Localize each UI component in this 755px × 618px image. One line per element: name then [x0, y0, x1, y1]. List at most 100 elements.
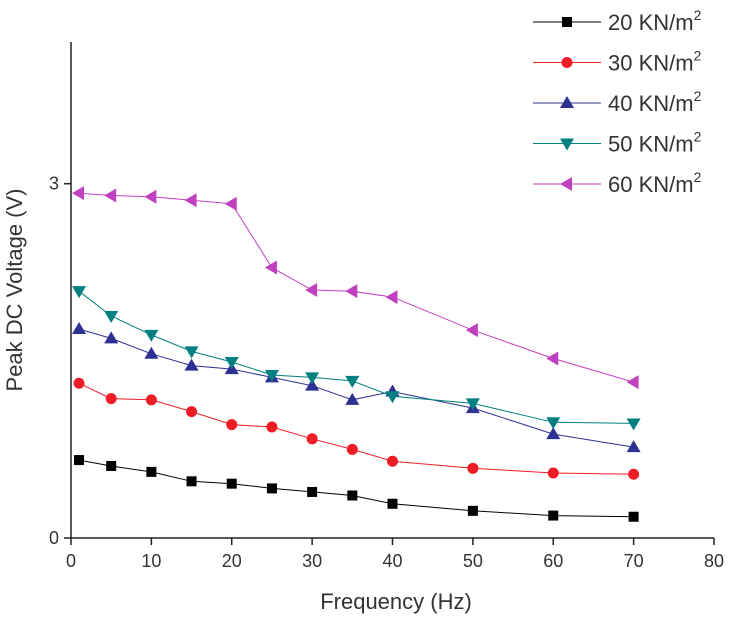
data-point	[626, 418, 641, 431]
series-line	[78, 382, 634, 475]
data-point	[305, 378, 320, 391]
data-point	[387, 498, 398, 509]
data-point	[347, 490, 358, 501]
data-point	[146, 466, 157, 477]
legend-superscript: 2	[694, 129, 702, 145]
data-point	[224, 357, 239, 370]
legend-entry: 40 KN/m2	[533, 88, 702, 116]
plot-area: 0 10 20 30 40 50 60 70 80 0 3	[49, 42, 724, 571]
data-point	[264, 370, 279, 383]
data-point	[465, 323, 478, 338]
data-point	[74, 455, 85, 466]
data-point	[266, 421, 278, 433]
data-point	[548, 510, 559, 521]
data-point	[387, 455, 398, 467]
series-layer	[72, 186, 641, 522]
data-point	[465, 398, 480, 411]
x-tick-label: 10	[141, 551, 161, 571]
data-point	[305, 372, 320, 385]
data-point	[626, 440, 641, 453]
x-tick-label: 30	[302, 551, 322, 571]
data-point	[184, 193, 197, 208]
legend-entry: 60 KN/m2	[533, 169, 702, 197]
data-point	[72, 321, 87, 334]
data-point	[104, 188, 117, 203]
data-point	[226, 478, 237, 489]
legend-entry: 30 KN/m2	[533, 48, 702, 76]
data-point	[104, 331, 119, 344]
legend-label: 30 KN/m2	[608, 48, 702, 76]
series-2	[73, 377, 640, 480]
legend-marker	[560, 177, 572, 191]
data-point	[186, 476, 197, 487]
data-point	[184, 358, 199, 371]
legend-superscript: 2	[694, 88, 702, 104]
series-line	[78, 290, 634, 424]
data-point	[184, 346, 199, 359]
legend-superscript: 2	[694, 169, 702, 185]
data-point	[385, 391, 400, 404]
legend-marker	[561, 57, 573, 68]
x-tick-label: 50	[463, 551, 483, 571]
data-point	[224, 196, 237, 211]
x-tick-label: 60	[543, 551, 563, 571]
y-tick-label: 0	[49, 528, 59, 548]
data-point	[346, 443, 358, 455]
data-point	[264, 260, 277, 275]
legend-label: 60 KN/m2	[608, 169, 702, 197]
data-point	[72, 186, 85, 201]
data-point	[307, 486, 318, 497]
data-point	[144, 329, 159, 342]
data-point	[546, 427, 561, 440]
y-tick-label: 3	[49, 174, 59, 194]
data-point	[628, 511, 639, 522]
data-point	[186, 406, 198, 418]
legend-superscript: 2	[694, 48, 702, 64]
data-point	[385, 290, 398, 305]
x-tick-label: 70	[624, 551, 644, 571]
data-point	[104, 310, 119, 323]
data-point	[73, 377, 85, 389]
legend-entry: 20 KN/m2	[533, 7, 702, 35]
data-point	[345, 284, 358, 299]
series-line	[78, 328, 634, 448]
data-point	[467, 505, 478, 516]
data-point	[345, 392, 360, 405]
x-axis-title: Frequency (Hz)	[320, 589, 472, 614]
legend-entry: 50 KN/m2	[533, 129, 702, 157]
legend-marker	[560, 138, 574, 151]
legend: 20 KN/m2 30 KN/m2 40 KN/m2 50 KN/m2 60 KN/m2	[533, 7, 702, 197]
x-tick-label: 80	[704, 551, 724, 571]
legend-label: 20 KN/m2	[608, 7, 702, 35]
legend-label: 40 KN/m2	[608, 88, 702, 116]
legend-marker	[562, 17, 572, 27]
data-point	[345, 375, 360, 388]
data-point	[626, 375, 639, 390]
legend-marker	[560, 96, 574, 108]
data-point	[266, 483, 277, 494]
x-tick-label: 20	[222, 551, 242, 571]
x-tick-label: 0	[66, 551, 76, 571]
data-point	[467, 462, 479, 474]
data-point	[144, 346, 159, 359]
data-point	[72, 286, 87, 299]
data-point	[144, 189, 157, 204]
series-5	[72, 186, 639, 390]
data-point	[226, 419, 238, 431]
data-point	[106, 460, 117, 471]
series-1	[74, 455, 639, 522]
series-4	[72, 286, 641, 431]
legend-superscript: 2	[694, 7, 702, 23]
data-point	[306, 433, 318, 445]
y-axis-title: Peak DC Voltage (V)	[2, 189, 27, 392]
data-point	[105, 393, 117, 405]
data-point	[145, 394, 157, 406]
series-3	[72, 321, 641, 453]
x-ticks: 0 10 20 30 40 50 60 70 80	[66, 538, 724, 571]
data-point	[305, 283, 318, 297]
data-point	[547, 467, 559, 479]
legend-label: 50 KN/m2	[608, 129, 702, 157]
data-point	[546, 351, 559, 366]
x-tick-label: 40	[382, 551, 402, 571]
